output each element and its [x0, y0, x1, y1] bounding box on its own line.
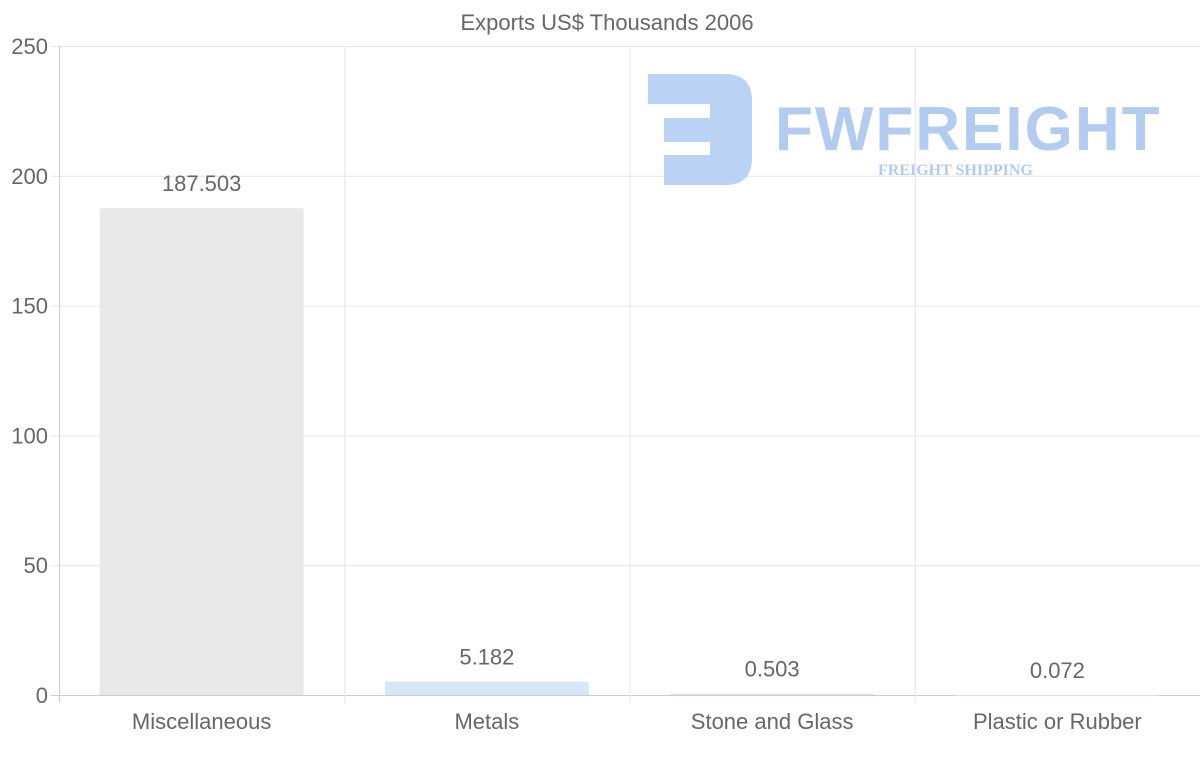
watermark-brand: FWFREIGHT [775, 95, 1162, 164]
bar [670, 693, 875, 695]
chart-title: Exports US$ Thousands 2006 [460, 10, 753, 35]
watermark-logo: FWFREIGHT FREIGHT SHIPPING [648, 74, 1162, 185]
logo-mark-icon [648, 74, 752, 185]
y-tick-label: 50 [24, 553, 48, 578]
y-tick-label: 250 [11, 34, 48, 59]
y-tick-label: 150 [11, 294, 48, 319]
bar [955, 694, 1160, 696]
x-tick-label: Plastic or Rubber [973, 709, 1142, 734]
y-tick-label: 100 [11, 423, 48, 448]
x-tick-label: Stone and Glass [691, 709, 854, 734]
data-label: 187.503 [162, 171, 242, 196]
bars: 187.503 5.182 0.503 0.072 [99, 171, 1160, 696]
y-tick-label: 0 [36, 683, 48, 708]
data-label: 0.503 [745, 657, 800, 682]
bar [99, 208, 304, 695]
x-tick-label: Miscellaneous [132, 709, 271, 734]
watermark-tagline: FREIGHT SHIPPING [878, 162, 1033, 179]
data-label: 5.182 [459, 645, 514, 670]
y-axis-ticks: 0 50 100 150 200 250 [11, 34, 48, 708]
x-tick-label: Metals [454, 709, 519, 734]
x-axis-ticks: Miscellaneous Metals Stone and Glass Plasti… [132, 709, 1142, 734]
data-label: 0.072 [1030, 658, 1085, 683]
bar [384, 681, 589, 695]
y-tick-label: 200 [11, 164, 48, 189]
